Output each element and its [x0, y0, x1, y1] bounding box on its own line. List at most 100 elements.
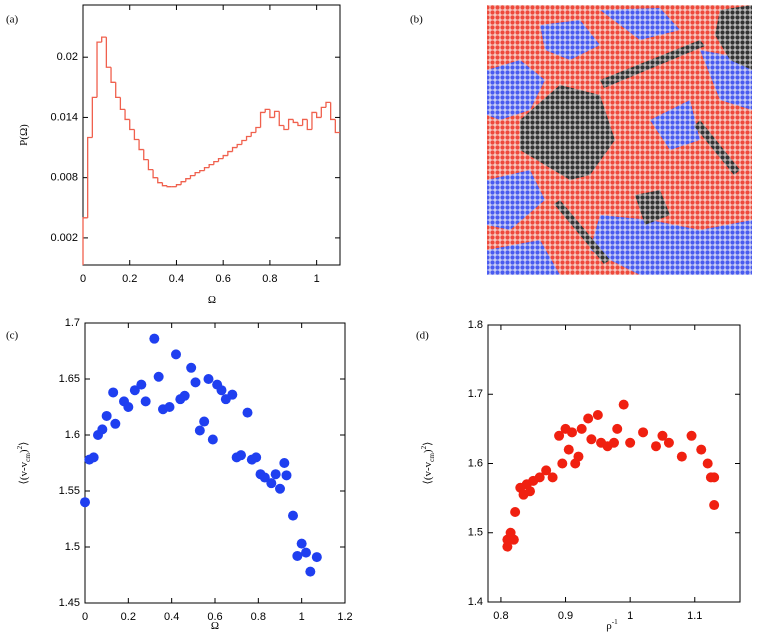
scatter-point [305, 566, 316, 577]
histogram-step [115, 82, 121, 99]
histogram-step [306, 119, 312, 131]
scatter-point [525, 486, 535, 497]
scatter-point [190, 377, 201, 388]
scatter-point [129, 385, 140, 396]
y-tick-label: 1.5 [65, 541, 80, 553]
y-axis-label-part: ⟨(v-v [18, 461, 30, 484]
y-axis-label-part: 2 [16, 445, 24, 449]
y-tick-label: 0.008 [50, 172, 78, 184]
x-tick-label: 0.2 [122, 273, 137, 285]
x-tick-label: 1.2 [337, 611, 352, 623]
scatter-point [80, 497, 90, 508]
scatter-point [110, 418, 121, 429]
scatter-point [279, 458, 290, 468]
histogram-step [101, 36, 107, 43]
x-tick-label: 1.1 [687, 610, 702, 622]
scatter-point [266, 478, 277, 489]
histogram-step [96, 41, 102, 98]
histogram-step [301, 118, 308, 126]
scatter-point [541, 465, 552, 476]
histogram-step [199, 169, 205, 173]
histogram-step [87, 136, 93, 218]
scatter-point [583, 413, 594, 424]
histogram-step [185, 178, 191, 182]
histogram-step [175, 184, 182, 187]
histogram-step [273, 110, 280, 118]
x-tick-label: 1 [314, 273, 320, 285]
scatter-point [288, 510, 298, 521]
histogram-step [297, 122, 303, 127]
histogram-step [129, 119, 135, 131]
y-tick-label: 1.8 [468, 319, 483, 331]
scatter-point [534, 472, 545, 483]
scatter-point [227, 389, 238, 400]
y-axis-label-part: ) [18, 449, 30, 453]
scatter-point [612, 423, 623, 434]
histogram-step [292, 119, 298, 124]
x-tick-label: 0 [82, 611, 88, 623]
scatter-point [508, 534, 519, 545]
panel-label: (d) [416, 330, 429, 342]
scatter-point [242, 407, 253, 418]
y-axis-label-part: 2 [420, 445, 428, 449]
scatter-point [586, 434, 597, 445]
histogram-step [161, 182, 168, 187]
scatter-point [592, 410, 603, 421]
scatter-point [296, 538, 307, 549]
histogram-step [315, 112, 322, 119]
histogram-step [124, 109, 130, 121]
snapshot [487, 5, 752, 275]
histogram-step [255, 126, 261, 133]
scatter-point [207, 434, 218, 445]
scatter-point [709, 500, 720, 511]
y-tick-label: 1.6 [468, 457, 483, 469]
x-tick-label: 0.4 [164, 611, 179, 623]
scatter-point [657, 430, 668, 441]
histogram-step [278, 111, 284, 127]
plot-frame [82, 4, 341, 266]
panel-label: (b) [410, 14, 423, 26]
y-axis-label-part: ⟩ [422, 442, 434, 446]
histogram-step [311, 111, 317, 130]
histogram-step [283, 125, 289, 131]
x-axis-label-part: Ω [211, 620, 219, 632]
scatter-point [609, 437, 619, 448]
y-axis-label-part: cm [24, 453, 32, 462]
histogram-step [110, 67, 116, 83]
histogram-step [269, 109, 275, 119]
x-tick-label: 0 [80, 273, 86, 285]
histogram-step [152, 169, 158, 179]
panel-label: (a) [6, 14, 19, 26]
scatter-point [164, 402, 175, 412]
scatter-point [179, 390, 190, 401]
scatter-point [270, 469, 281, 480]
y-axis-label-part: ⟩ [18, 442, 30, 446]
scatter-point [311, 552, 322, 563]
y-axis-label: P(Ω) [18, 124, 30, 146]
x-tick-label: 0.6 [216, 273, 231, 285]
scatter-point [663, 437, 674, 448]
histogram-step [320, 106, 326, 118]
x-tick-label: 0.2 [121, 611, 136, 623]
histogram-step [330, 102, 336, 121]
scatter-point [563, 444, 574, 455]
panel-label: (c) [6, 330, 19, 342]
histogram-step [105, 37, 112, 68]
histogram-step [147, 159, 154, 171]
histogram-step [208, 163, 214, 168]
histogram-step [213, 160, 219, 165]
y-tick-label: 1.65 [59, 373, 80, 385]
x-axis-label-part: -1 [612, 618, 618, 626]
scatter-point [97, 424, 108, 435]
scatter-point [576, 423, 587, 434]
y-tick-label: 1.5 [468, 527, 483, 539]
scatter-point [547, 472, 558, 483]
scatter-point [275, 483, 285, 494]
y-tick-label: 0.014 [50, 111, 78, 123]
scatter-point [676, 451, 687, 462]
x-tick-label: 0.6 [207, 611, 222, 623]
histogram-step [91, 96, 98, 138]
histogram-step [334, 119, 340, 134]
y-axis-label: ⟨(v-vcm)2⟩ [420, 442, 436, 485]
scatter-point [686, 430, 697, 441]
